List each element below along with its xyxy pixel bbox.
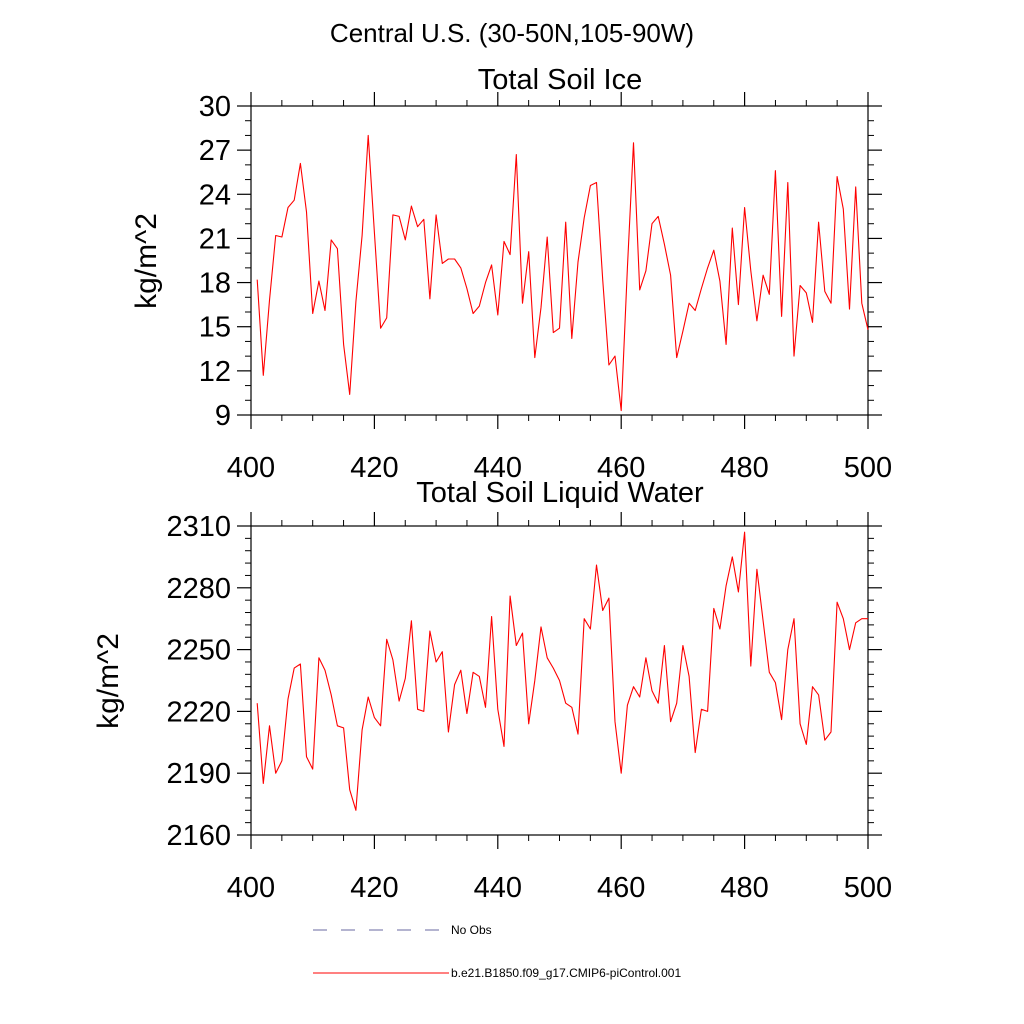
y-tick-label: 2250 (166, 635, 231, 667)
x-tick-label: 400 (227, 872, 275, 904)
figure-title: Central U.S. (30-50N,105-90W) (330, 18, 694, 48)
y-tick-label: 2310 (166, 511, 231, 543)
x-tick-label: 500 (844, 452, 892, 484)
x-tick-label: 460 (597, 872, 645, 904)
y-tick-label: 24 (199, 179, 231, 211)
y-tick-label: 30 (199, 91, 231, 123)
y-axis-label-soil-ice: kg/m^2 (130, 213, 163, 309)
axis-ticks: 2160 2190 2220 2250 2280 2310 400 420 440 460 480 5… (166, 511, 892, 904)
x-tick-label: 480 (720, 872, 768, 904)
y-tick-label: 9 (215, 400, 231, 432)
panel-total-soil-ice: Total Soil Ice kg/m^2 9 12 15 18 21 24 27 30 400… (130, 64, 892, 484)
y-tick-label: 2190 (166, 758, 231, 790)
x-tick-label: 420 (350, 872, 398, 904)
y-tick-label: 27 (199, 135, 231, 167)
x-tick-label: 500 (844, 872, 892, 904)
series-line (256, 531, 868, 811)
x-tick-label: 480 (720, 452, 768, 484)
panel-title-soil-ice: Total Soil Ice (478, 64, 642, 96)
y-tick-label: 18 (199, 268, 231, 300)
legend-label-no-obs: No Obs (451, 923, 492, 937)
y-tick-label: 12 (199, 356, 231, 388)
x-tick-label: 440 (474, 872, 522, 904)
x-tick-label: 420 (350, 452, 398, 484)
legend-label-model: b.e21.B1850.f09_g17.CMIP6-piControl.001 (451, 966, 681, 980)
y-tick-label: 2280 (166, 573, 231, 605)
y-tick-label: 21 (199, 223, 231, 255)
legend: No Obs b.e21.B1850.f09_g17.CMIP6-piContr… (313, 923, 681, 980)
x-tick-label: 400 (227, 452, 275, 484)
y-tick-label: 2220 (166, 696, 231, 728)
y-axis-label-soil-liquid-water: kg/m^2 (92, 633, 125, 729)
y-tick-label: 2160 (166, 820, 231, 852)
y-tick-label: 15 (199, 312, 231, 344)
panel-title-soil-liquid-water: Total Soil Liquid Water (416, 477, 704, 509)
x-tick-label: 440 (474, 452, 522, 484)
plot-frame-soil-ice (250, 105, 869, 416)
x-tick-label: 460 (597, 452, 645, 484)
series-line (256, 134, 869, 412)
axis-ticks: 9 12 15 18 21 24 27 30 400 420 440 460 480 500 (199, 91, 892, 484)
panel-total-soil-liquid-water: Total Soil Liquid Water kg/m^2 216021902… (92, 477, 892, 904)
